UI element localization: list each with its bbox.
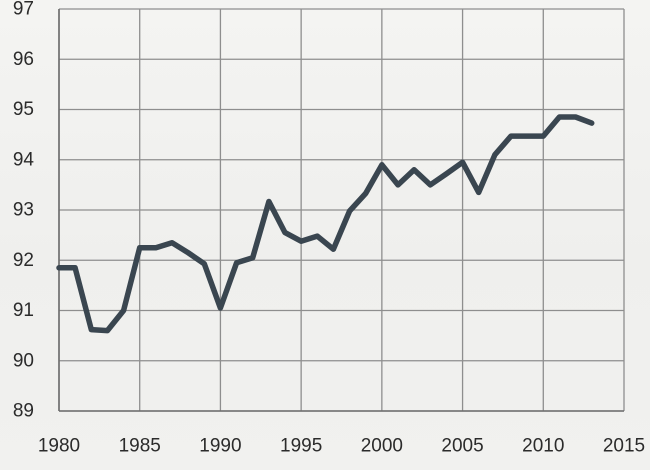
series [56, 114, 595, 334]
data-point [234, 260, 239, 265]
grid [58, 8, 625, 412]
data-point [428, 182, 433, 188]
y-tick-label: 92 [13, 250, 34, 271]
x-tick-label: 1985 [119, 436, 161, 457]
y-tick-label: 89 [13, 401, 34, 422]
y-tick-label: 96 [13, 49, 34, 70]
data-point [250, 255, 255, 260]
data-point [202, 261, 207, 266]
data-point [266, 199, 272, 204]
x-tick-label: 2000 [361, 436, 403, 457]
data-point [282, 230, 288, 235]
x-tick-label: 1980 [38, 436, 80, 457]
x-tick-label: 1995 [280, 436, 322, 457]
data-point [476, 190, 481, 195]
data-point [169, 240, 175, 245]
data-point [363, 191, 368, 196]
data-point [541, 133, 546, 139]
data-point [460, 160, 465, 165]
x-tick-label: 2005 [441, 436, 483, 457]
data-point [557, 114, 562, 120]
data-point [411, 167, 417, 172]
data-point [589, 120, 594, 126]
data-point [56, 265, 62, 270]
data-point [105, 328, 110, 333]
data-point [508, 133, 514, 139]
data-point [72, 265, 78, 270]
y-tick-label: 91 [13, 300, 34, 321]
y-tick-label: 94 [13, 149, 35, 170]
data-point [347, 208, 352, 214]
data-point [444, 171, 449, 177]
x-tick-label: 1990 [199, 436, 241, 457]
x-tick-labels: 1980 1985 1990 1995 2000 2005 2010 2015 [38, 436, 645, 457]
data-point [573, 114, 578, 120]
data-point [492, 152, 498, 157]
data-point [137, 245, 142, 250]
axes [58, 9, 624, 412]
data-point [121, 308, 126, 313]
series-line [56, 114, 595, 334]
data-point [218, 305, 223, 311]
y-tick-label: 95 [13, 99, 34, 120]
y-tick-labels: 89 90 91 92 93 94 95 96 97 [13, 0, 35, 422]
y-tick-label: 93 [13, 200, 34, 221]
data-point [89, 327, 94, 332]
x-tick-label: 2010 [522, 436, 564, 457]
x-tick-label: 2015 [603, 436, 645, 457]
data-point [185, 250, 191, 255]
data-point [524, 133, 530, 139]
y-tick-label: 97 [13, 0, 34, 20]
y-tick-label: 90 [13, 350, 34, 371]
data-point [315, 233, 320, 239]
data-point [331, 246, 336, 252]
data-point [298, 238, 304, 244]
data-point [395, 182, 401, 188]
data-point [379, 162, 385, 167]
data-point [153, 245, 159, 250]
